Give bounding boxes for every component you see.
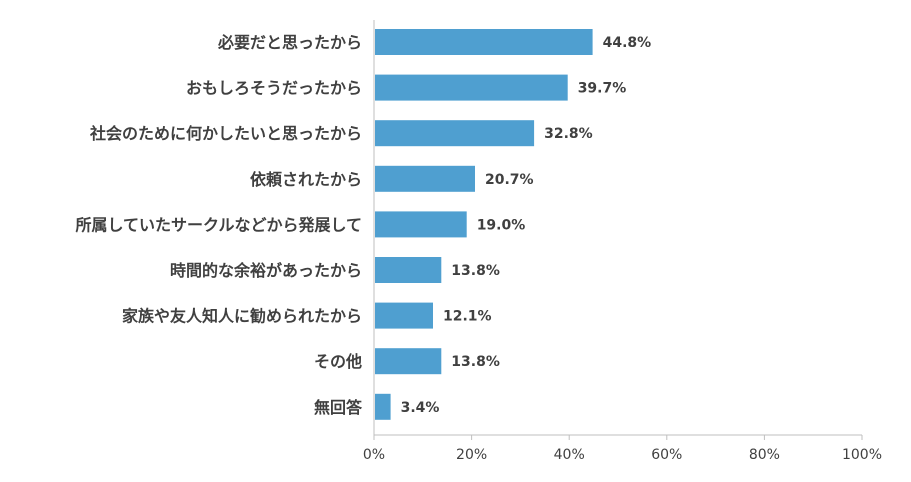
x-tick-label: 20% [456,447,487,463]
x-tick-label: 100% [842,447,882,463]
category-label: 所属していたサークルなどから発展して [75,215,362,234]
data-label: 3.4% [401,400,440,416]
bar [375,257,442,283]
data-label: 20.7% [485,172,534,188]
x-tick-label: 60% [651,447,682,463]
bar [375,348,442,375]
bar [375,29,593,55]
data-label: 32.8% [544,126,593,142]
data-label: 39.7% [578,81,627,97]
x-tick-label: 0% [363,447,385,463]
bar [375,165,475,192]
x-tick-label: 40% [554,447,585,463]
x-tick-label: 80% [749,447,780,463]
category-label: 依頼されたから [250,170,362,189]
bars-group [375,29,593,420]
category-label: 家族や友人知人に勧められたから [122,307,362,326]
bar [375,393,391,420]
data-label: 13.8% [451,263,500,279]
category-label: 無回答 [314,398,363,417]
labels-group: 必要だと思ったから 44.8% おもしろそうだったから 39.7% 社会のために何かした… [75,33,882,463]
data-label: 13.8% [451,354,500,370]
category-label: 時間的な余裕があったから [170,261,362,280]
bar [375,211,467,238]
data-label: 19.0% [477,217,526,233]
category-label: その他 [314,352,362,371]
data-label: 12.1% [443,309,492,325]
axes-group [373,20,863,440]
data-label: 44.8% [603,35,652,51]
bar [375,74,568,101]
bar [375,302,433,329]
category-label: 必要だと思ったから [217,33,362,52]
category-label: おもしろそうだったから [186,79,362,98]
bar [375,120,535,147]
category-label: 社会のために何かしたいと思ったから [89,124,362,143]
